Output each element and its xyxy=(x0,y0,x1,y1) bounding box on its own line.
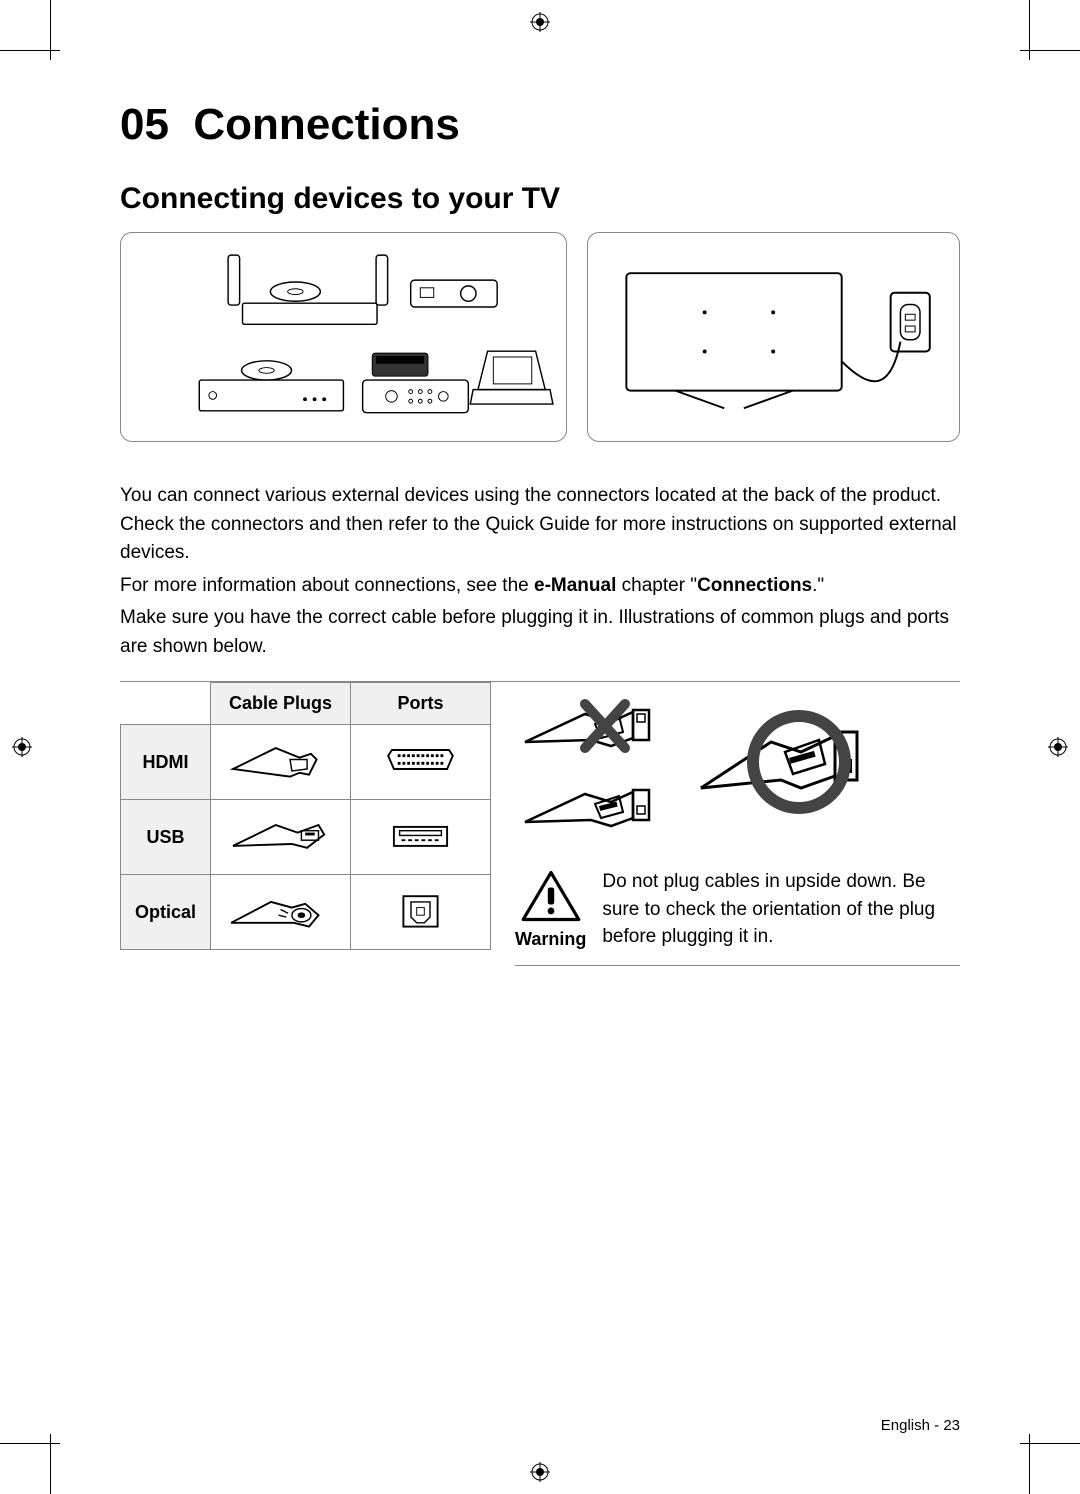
row-label-usb: USB xyxy=(121,800,211,875)
section-title: Connecting devices to your TV xyxy=(120,182,960,216)
hdmi-port-icon xyxy=(351,725,491,800)
usb-port-icon xyxy=(351,800,491,875)
row-label-optical: Optical xyxy=(121,875,211,950)
usb-plug-icon xyxy=(211,800,351,875)
tv-illustration xyxy=(587,232,960,442)
plug-correct-icon xyxy=(689,692,869,822)
devices-illustration xyxy=(120,232,567,442)
table-row: HDMI xyxy=(121,725,491,800)
plug-orientation-images xyxy=(515,692,960,842)
paragraph-3: Make sure you have the correct cable bef… xyxy=(120,604,960,661)
chapter-title: 05 Connections xyxy=(120,100,960,150)
body-paragraphs: You can connect various external devices… xyxy=(120,482,960,661)
table-header-plugs: Cable Plugs xyxy=(211,683,351,725)
registration-mark-left xyxy=(12,737,32,757)
warning-row: Warning Do not plug cables in upside dow… xyxy=(515,868,960,966)
crop-mark xyxy=(1029,1434,1030,1494)
warning-text: Do not plug cables in upside down. Be su… xyxy=(602,868,960,951)
page-footer: English - 23 xyxy=(881,1417,960,1434)
paragraph-1: You can connect various external devices… xyxy=(120,482,960,568)
table-row: USB xyxy=(121,800,491,875)
device-diagrams-row xyxy=(120,232,960,442)
registration-mark-bottom xyxy=(530,1462,550,1482)
plug-wrong-icon xyxy=(515,692,675,762)
registration-mark-right xyxy=(1048,737,1068,757)
chapter-name: Connections xyxy=(193,100,459,149)
warning-icon xyxy=(519,868,583,924)
crop-mark xyxy=(50,0,51,60)
optical-plug-icon xyxy=(211,875,351,950)
crop-mark xyxy=(1029,0,1030,60)
paragraph-2: For more information about connections, … xyxy=(120,572,960,601)
table-row: Optical xyxy=(121,875,491,950)
row-label-hdmi: HDMI xyxy=(121,725,211,800)
crop-mark xyxy=(0,1443,60,1444)
chapter-number: 05 xyxy=(120,100,169,149)
plugs-table: Cable Plugs Ports HDMI xyxy=(120,682,491,950)
table-corner xyxy=(121,683,211,725)
plug-neutral-icon xyxy=(515,772,675,842)
hdmi-plug-icon xyxy=(211,725,351,800)
table-header-ports: Ports xyxy=(351,683,491,725)
crop-mark xyxy=(50,1434,51,1494)
crop-mark xyxy=(0,50,60,51)
registration-mark-top xyxy=(530,12,550,32)
warning-label: Warning xyxy=(515,929,586,950)
optical-port-icon xyxy=(351,875,491,950)
